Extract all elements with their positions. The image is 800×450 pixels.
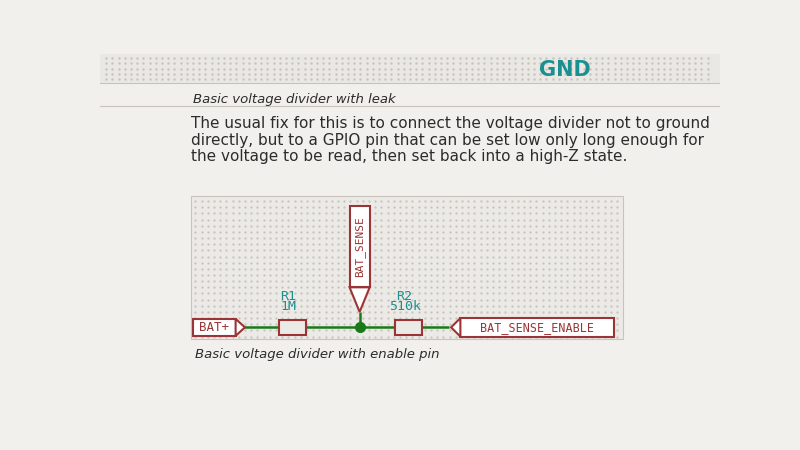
Text: The usual fix for this is to connect the voltage divider not to ground: The usual fix for this is to connect the… — [190, 116, 710, 130]
Text: 1M: 1M — [280, 301, 296, 314]
Text: BAT+: BAT+ — [199, 321, 230, 334]
Text: Basic voltage divider with leak: Basic voltage divider with leak — [193, 93, 396, 105]
Polygon shape — [236, 319, 245, 336]
Polygon shape — [350, 287, 370, 312]
Text: 510k: 510k — [389, 301, 421, 314]
Text: BAT_SENSE_ENABLE: BAT_SENSE_ENABLE — [480, 321, 594, 334]
Text: Basic voltage divider with enable pin: Basic voltage divider with enable pin — [194, 348, 439, 361]
Bar — [350, 207, 370, 287]
Text: R2: R2 — [397, 290, 413, 303]
Bar — [395, 320, 422, 335]
Text: GND: GND — [539, 60, 591, 80]
Text: R1: R1 — [280, 290, 296, 303]
Bar — [460, 318, 614, 337]
Text: directly, but to a GPIO pin that can be set low only long enough for: directly, but to a GPIO pin that can be … — [190, 133, 704, 148]
Polygon shape — [451, 318, 460, 337]
Bar — [100, 54, 720, 83]
Text: the voltage to be read, then set back into a high-Z state.: the voltage to be read, then set back in… — [190, 149, 627, 165]
Bar — [278, 320, 306, 335]
Text: BAT_SENSE: BAT_SENSE — [354, 216, 365, 277]
Bar — [190, 197, 623, 339]
Bar — [193, 319, 236, 336]
